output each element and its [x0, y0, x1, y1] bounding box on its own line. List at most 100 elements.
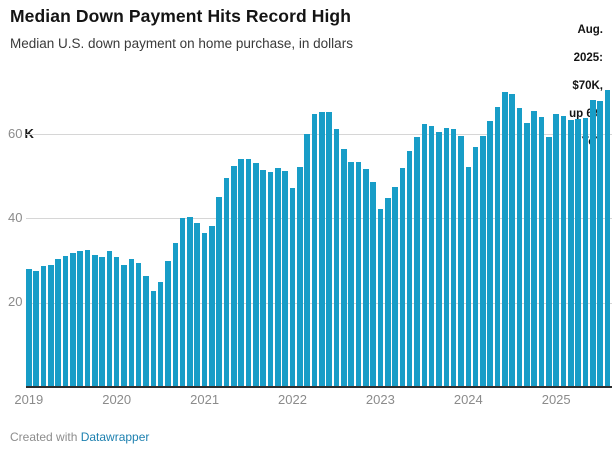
bar-2020-10[interactable]: [179, 218, 186, 387]
bar-2024-04[interactable]: [487, 121, 494, 387]
bar-2021-06[interactable]: [238, 159, 245, 387]
bar-2023-02[interactable]: [384, 197, 391, 387]
y-axis-tick-60: 60K: [8, 126, 37, 141]
bar-2020-03[interactable]: [128, 259, 135, 387]
bar-2022-02[interactable]: [297, 166, 303, 387]
bar-2024-05[interactable]: [494, 107, 501, 387]
bar-2022-08[interactable]: [340, 148, 347, 387]
bar-2022-09[interactable]: [348, 162, 354, 387]
bar-2023-08[interactable]: [428, 126, 435, 387]
bar-2019-07[interactable]: [69, 252, 76, 387]
bar-2020-04[interactable]: [135, 262, 142, 387]
bar-2019-01[interactable]: [26, 269, 32, 387]
bar-2023-09[interactable]: [436, 132, 442, 387]
x-axis-label-2022: 2022: [278, 392, 307, 407]
bar-2019-04[interactable]: [47, 264, 54, 387]
bar-2025-07[interactable]: [597, 100, 603, 387]
bar-2022-11[interactable]: [362, 168, 369, 387]
bar-2024-07[interactable]: [509, 94, 516, 387]
bar-2019-02[interactable]: [33, 270, 39, 387]
bar-2019-08[interactable]: [77, 251, 83, 387]
chart-subtitle: Median U.S. down payment on home purchas…: [10, 36, 353, 51]
bar-2024-12[interactable]: [546, 137, 552, 387]
y-axis-tick-40: 40: [8, 210, 26, 225]
x-axis-label-2019: 2019: [14, 392, 44, 407]
bar-2024-06[interactable]: [502, 91, 508, 387]
bar-2021-05[interactable]: [231, 166, 237, 387]
bar-2020-05[interactable]: [143, 276, 149, 387]
bar-2023-04[interactable]: [399, 167, 406, 387]
bar-2021-08[interactable]: [253, 163, 259, 387]
y-axis-tick-20: 20: [8, 294, 26, 309]
attribution-footer: Created with Datawrapper: [10, 430, 149, 444]
bar-2022-06[interactable]: [326, 111, 332, 387]
bar-2025-06[interactable]: [590, 99, 596, 387]
bar-2023-12[interactable]: [458, 136, 464, 387]
bar-2022-12[interactable]: [370, 181, 376, 387]
bar-2025-01[interactable]: [553, 113, 559, 387]
x-axis-label-2024: 2024: [453, 392, 483, 407]
bar-2019-03[interactable]: [40, 266, 47, 387]
bar-2021-09[interactable]: [260, 169, 266, 387]
bar-2020-09[interactable]: [172, 243, 179, 387]
bar-2019-05[interactable]: [55, 259, 61, 387]
bar-2020-12[interactable]: [194, 222, 201, 387]
bar-2022-07[interactable]: [333, 128, 340, 387]
bar-2020-08[interactable]: [165, 261, 171, 387]
bar-2021-02[interactable]: [209, 226, 215, 387]
bar-2023-06[interactable]: [414, 136, 420, 387]
bar-2024-03[interactable]: [480, 135, 486, 387]
attribution-text: Created with: [10, 430, 81, 444]
annotation-line: $70K,: [572, 80, 603, 92]
bar-2025-02[interactable]: [560, 115, 567, 387]
bar-2021-11[interactable]: [275, 167, 281, 387]
x-axis-label-2023: 2023: [365, 392, 395, 407]
bar-2022-01[interactable]: [289, 188, 296, 387]
bar-2025-05[interactable]: [582, 117, 589, 387]
bar-2025-08[interactable]: [604, 90, 611, 387]
x-axis-label-2025: 2025: [541, 392, 571, 407]
bar-2020-11[interactable]: [187, 217, 193, 387]
bar-2024-01[interactable]: [465, 166, 472, 387]
bar-2021-12[interactable]: [282, 170, 288, 387]
bar-2020-02[interactable]: [121, 265, 127, 387]
bar-2022-10[interactable]: [355, 161, 362, 387]
bar-2024-08[interactable]: [516, 107, 523, 387]
annotation-line: Aug.: [577, 24, 603, 36]
bar-2019-09[interactable]: [84, 250, 91, 387]
bar-2022-03[interactable]: [304, 134, 310, 387]
bar-2025-03[interactable]: [568, 120, 574, 387]
bar-2023-11[interactable]: [450, 128, 457, 387]
bar-2022-05[interactable]: [319, 111, 325, 387]
bar-2022-04[interactable]: [311, 114, 318, 387]
bar-2024-10[interactable]: [531, 110, 538, 387]
bar-2024-09[interactable]: [524, 122, 530, 387]
bar-2019-10[interactable]: [91, 254, 98, 387]
bar-2021-10[interactable]: [267, 171, 274, 387]
bar-2019-12[interactable]: [106, 251, 113, 387]
bar-2023-07[interactable]: [421, 123, 428, 387]
bar-2023-03[interactable]: [392, 187, 398, 387]
bar-2021-01[interactable]: [201, 233, 208, 387]
x-axis-labels: 2019 2020 2021 2022 2023 2024 2025: [0, 392, 615, 410]
bar-chart-plot: [26, 85, 612, 387]
bar-2021-07[interactable]: [245, 158, 252, 387]
annotation-line: 2025:: [573, 52, 603, 64]
page-title: Median Down Payment Hits Record High: [10, 6, 352, 26]
bar-2023-05[interactable]: [406, 150, 413, 387]
bar-2021-04[interactable]: [223, 177, 230, 387]
bar-2019-11[interactable]: [99, 257, 105, 387]
bar-2020-06[interactable]: [150, 291, 157, 387]
bar-2020-01[interactable]: [113, 256, 120, 387]
bar-2021-03[interactable]: [216, 197, 223, 387]
bar-2023-01[interactable]: [377, 208, 384, 387]
x-axis-label-2020: 2020: [102, 392, 132, 407]
bar-2024-11[interactable]: [538, 116, 545, 387]
bar-2024-02[interactable]: [472, 146, 479, 387]
bar-2020-07[interactable]: [157, 282, 164, 387]
bar-2019-06[interactable]: [62, 255, 69, 387]
bar-2025-04[interactable]: [575, 119, 581, 387]
bar-2023-10[interactable]: [443, 127, 450, 387]
x-axis-label-2021: 2021: [190, 392, 220, 407]
datawrapper-link[interactable]: Datawrapper: [80, 430, 150, 444]
